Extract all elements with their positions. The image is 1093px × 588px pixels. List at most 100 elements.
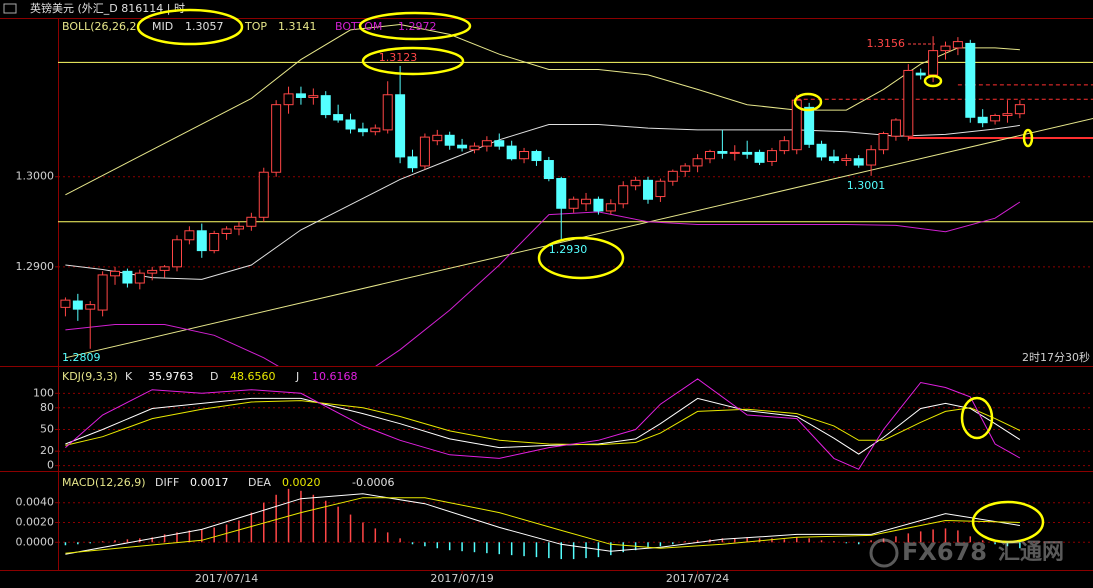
macd-bar — [362, 522, 364, 543]
macd-bar — [337, 506, 339, 543]
price-panel — [58, 23, 1093, 366]
macd-bar — [560, 542, 562, 560]
candle-body — [556, 178, 567, 209]
candle-body — [357, 128, 368, 133]
panel-frame — [0, 18, 1093, 571]
legend-name: BOTTOM — [335, 20, 382, 33]
candle-body — [469, 145, 480, 151]
legend-value: 1.3057 — [185, 20, 224, 33]
legend-value: 1.3141 — [278, 20, 317, 33]
macd-bar — [659, 542, 662, 547]
indicator-label: BOLL(26,26,2 — [62, 20, 137, 33]
candle-body — [122, 270, 133, 284]
price-annotation: 1.2930 — [549, 243, 588, 256]
highlight — [971, 500, 1045, 544]
candle-body — [370, 127, 381, 133]
candle-body — [692, 158, 703, 167]
candle-body — [779, 140, 790, 152]
indicator-label: KDJ(9,3,3) — [62, 370, 118, 383]
legend-name: DEA — [248, 476, 271, 489]
legend-value: 10.6168 — [312, 370, 358, 383]
y-tick-label: 100 — [33, 386, 54, 399]
candle-body — [903, 69, 914, 137]
macd-bar — [448, 542, 451, 551]
macd-bar — [176, 532, 178, 543]
watermark-site: 汇通网 — [998, 540, 1064, 565]
candle-body — [147, 269, 158, 274]
candle-body — [110, 270, 121, 277]
candle-body — [271, 104, 282, 173]
macd-bar — [77, 542, 79, 545]
candle-body — [419, 136, 430, 167]
macd-bar — [312, 494, 315, 543]
macd-bar — [275, 494, 277, 543]
macd-bar — [783, 539, 786, 543]
watermark-logo — [869, 538, 899, 568]
labels: BOLL(26,26,2 MID 1.3057 TOP 1.3141 BOTTOM 1.29… — [16, 20, 906, 585]
macd-bar — [473, 542, 476, 553]
candle-body — [667, 170, 678, 182]
candle-body — [841, 158, 852, 162]
candle-body — [481, 140, 492, 147]
candle-body — [519, 151, 530, 160]
macd-bar — [721, 538, 724, 543]
macd-bar — [672, 542, 674, 545]
macd-bar — [771, 538, 773, 543]
macd-bar — [114, 540, 116, 543]
macd-bar — [548, 542, 550, 559]
macd-bar — [932, 529, 934, 543]
highlight — [793, 92, 823, 112]
macd-bar — [610, 542, 612, 556]
candle-body — [990, 114, 1001, 122]
macd-bar — [101, 541, 104, 543]
candle-body — [333, 114, 344, 121]
macd-bar — [324, 500, 327, 543]
macd-bar — [250, 512, 253, 543]
price-annotation: 1.3156 — [867, 37, 906, 50]
legend-name: DIFF — [155, 476, 179, 489]
highlight — [361, 46, 465, 76]
candle-body — [295, 93, 306, 98]
highlight — [358, 11, 472, 41]
candle-body — [543, 160, 554, 180]
candle-body — [928, 50, 939, 76]
macd-bar — [746, 537, 748, 543]
legend-value: 0.0020 — [282, 476, 321, 489]
macd-bar — [944, 528, 947, 543]
legend-value: 1.2972 — [398, 20, 437, 33]
candle-body — [680, 165, 691, 172]
candle-body — [72, 300, 83, 310]
macd-bar — [411, 542, 414, 545]
candle-body — [221, 228, 232, 234]
legend-name: K — [125, 370, 133, 383]
highlight — [537, 236, 625, 280]
legend-name: J — [295, 370, 299, 383]
macd-bar — [300, 490, 302, 543]
macd-bar — [734, 538, 736, 543]
macd-bar — [399, 538, 401, 543]
macd-bar — [808, 538, 810, 543]
macd-bar — [201, 529, 203, 543]
candle-body — [878, 132, 889, 151]
macd-bar — [510, 542, 513, 556]
macd-bar — [188, 530, 191, 543]
candle-body — [853, 158, 864, 166]
candle-body — [246, 216, 257, 227]
candle-body — [494, 140, 505, 147]
candle-body — [890, 119, 901, 137]
candle-body — [828, 156, 839, 162]
macd-bar — [163, 534, 166, 543]
candle-body — [283, 93, 294, 106]
candle-body — [940, 45, 951, 52]
macd-bar — [696, 540, 699, 543]
price-annotation: 1.3123 — [379, 51, 418, 64]
y-tick-label: 0.0040 — [16, 496, 55, 509]
x-tick-label: 2017/07/24 — [666, 572, 729, 585]
legend-name: TOP — [244, 20, 267, 33]
macd-bar — [498, 542, 501, 555]
candle-body — [85, 304, 96, 310]
macd-bar — [151, 537, 153, 543]
candle-body — [804, 106, 815, 145]
